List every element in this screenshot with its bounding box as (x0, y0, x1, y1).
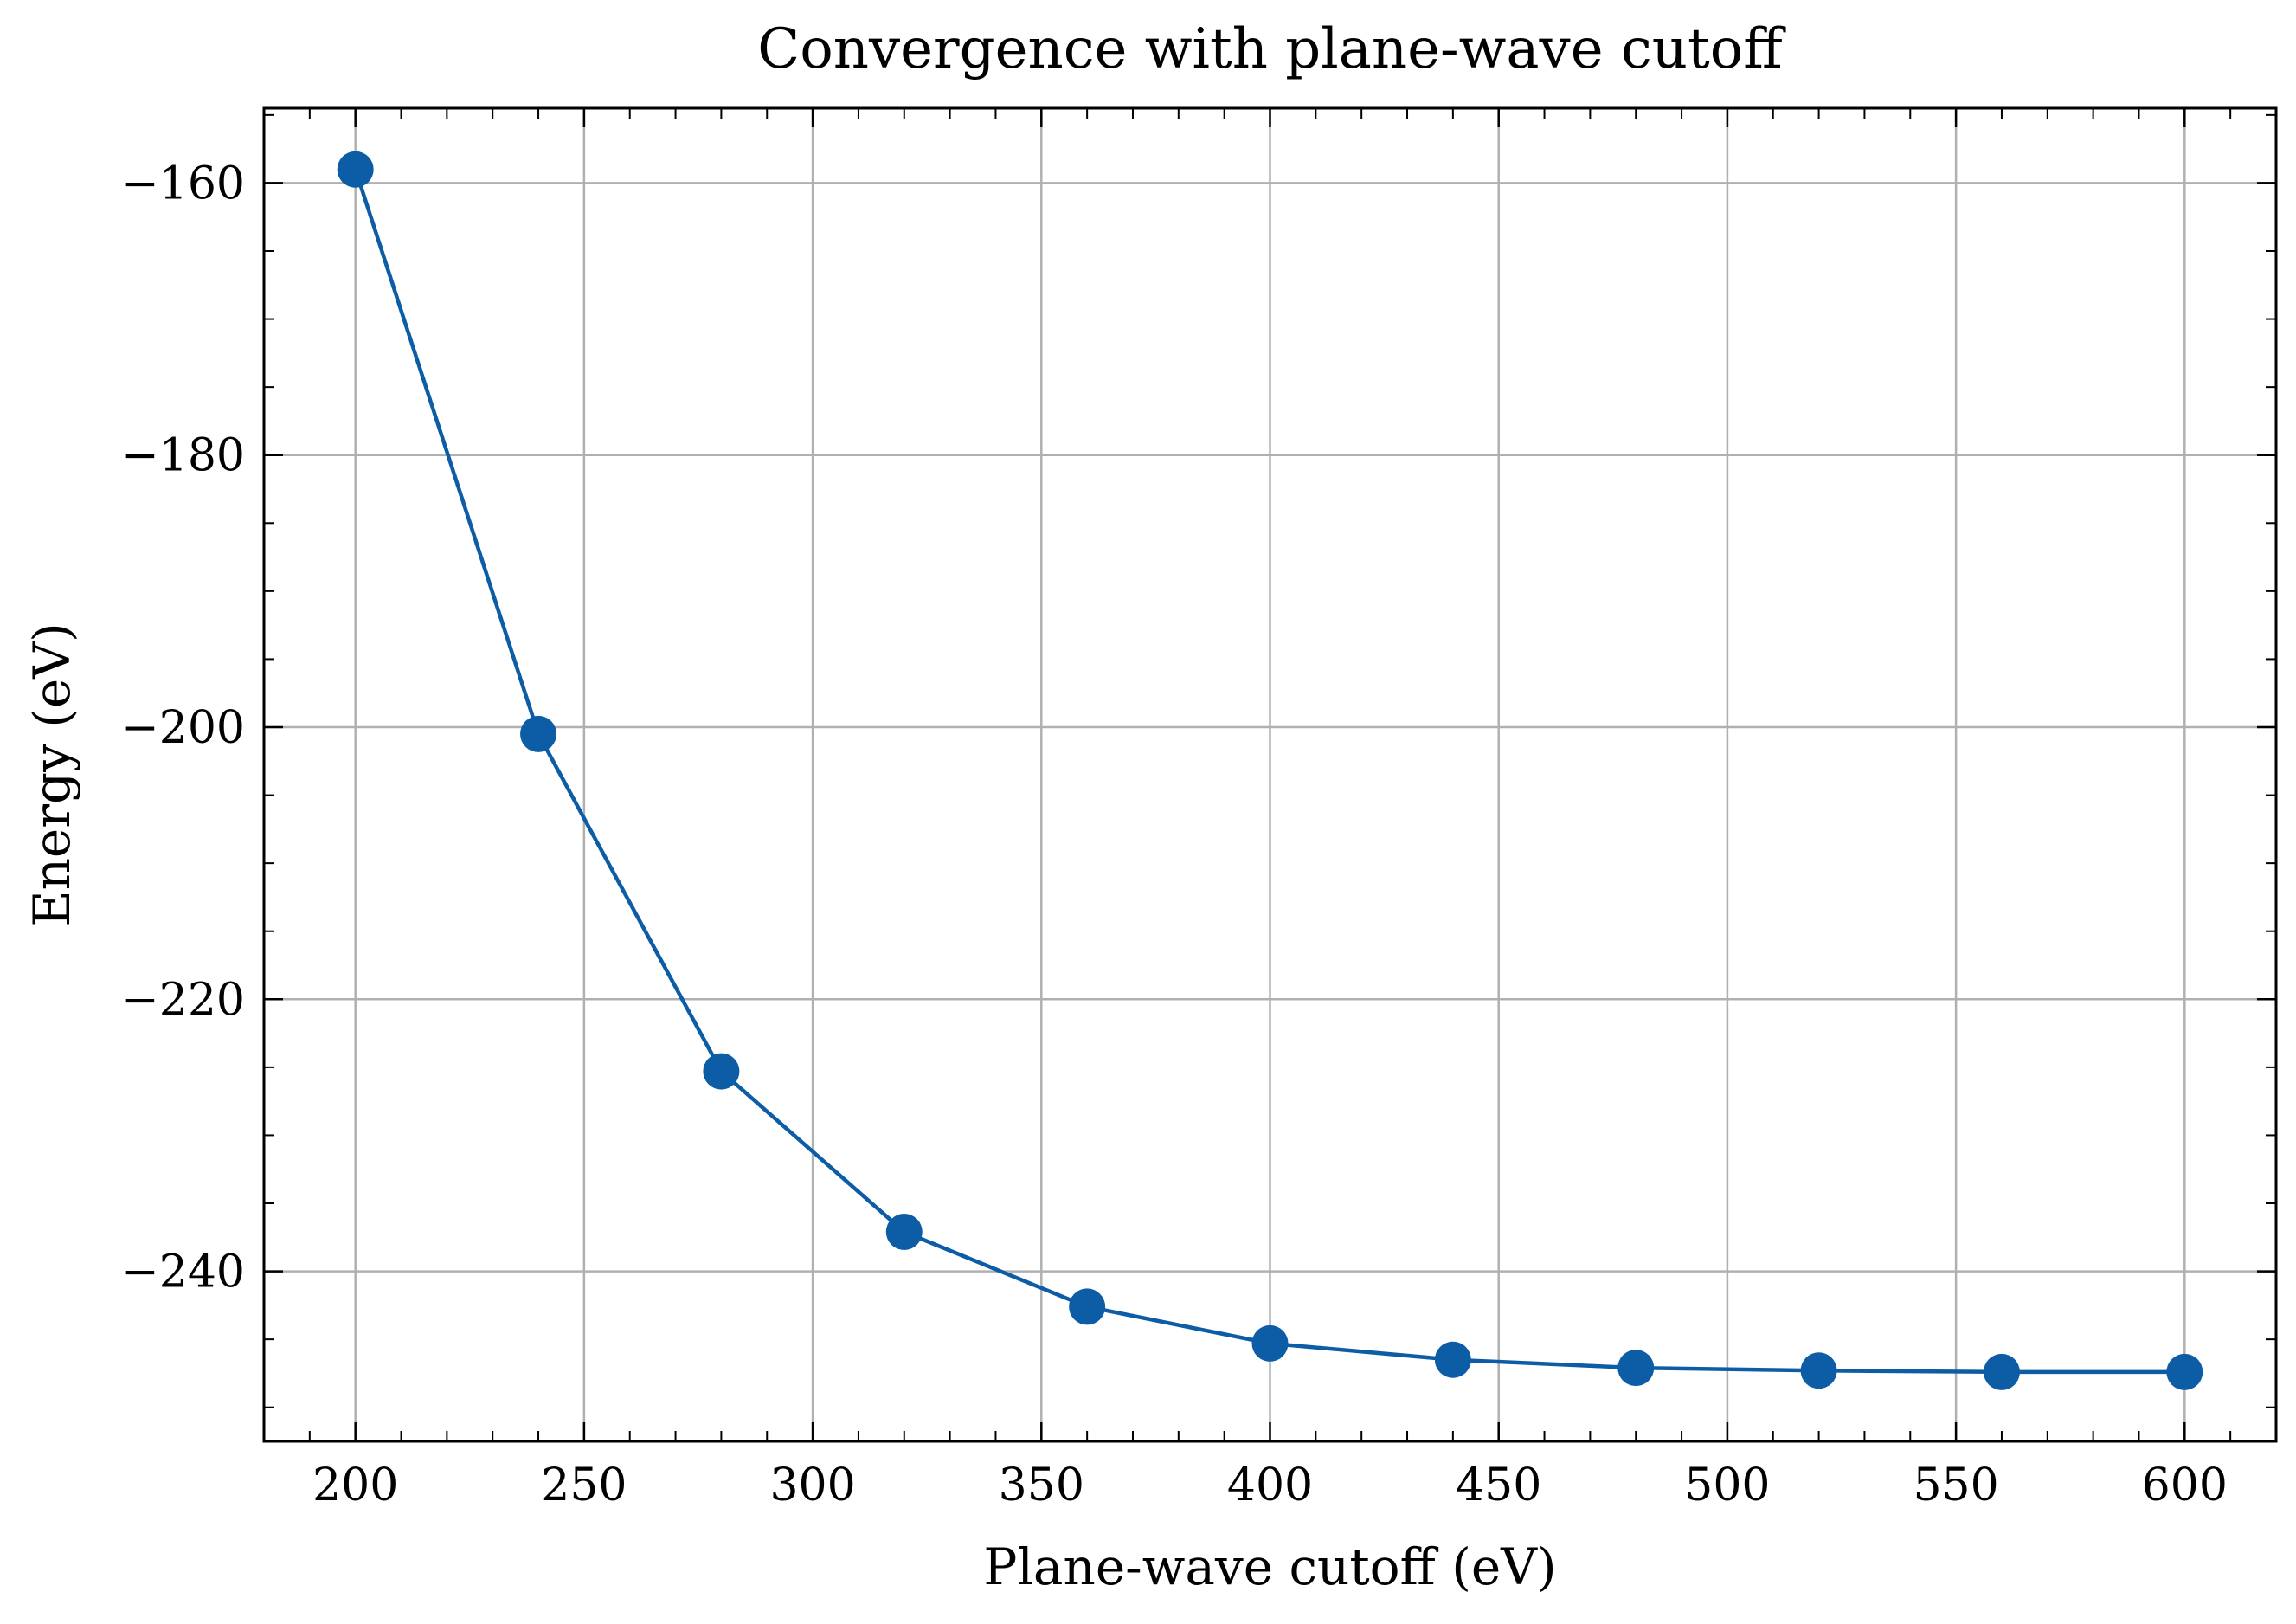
data-point (1434, 1341, 1471, 1378)
x-tick-label: 450 (1456, 1460, 1541, 1511)
data-point (520, 715, 557, 752)
x-tick-label: 600 (2142, 1460, 2228, 1511)
data-point (1617, 1350, 1655, 1387)
x-tick-label: 550 (1913, 1460, 1998, 1511)
grid (264, 108, 2276, 1441)
data-point (1251, 1324, 1289, 1362)
y-tick-label: −160 (121, 158, 245, 209)
data-point (2166, 1353, 2203, 1390)
data-point (337, 151, 374, 188)
y-tick-label: −200 (121, 702, 245, 754)
y-tick-label: −180 (121, 430, 245, 482)
x-tick-label: 500 (1684, 1460, 1770, 1511)
data-point (885, 1214, 923, 1250)
x-tick-label: 400 (1227, 1460, 1313, 1511)
data-point (703, 1053, 740, 1090)
x-tick-label: 200 (312, 1460, 398, 1511)
y-tick-label: −240 (121, 1247, 245, 1299)
x-tick-label: 350 (999, 1460, 1084, 1511)
y-axis-label: Energy (eV) (23, 622, 81, 927)
data-point (1800, 1352, 1837, 1389)
chart-title: Convergence with plane-wave cutoff (757, 17, 1786, 81)
ticks: 200 250 300 350 400 450 500 550 600 −160 −180 −200 −… (121, 108, 2277, 1511)
x-axis-label: Plane-wave cutoff (eV) (983, 1537, 1556, 1596)
data-point (1069, 1288, 1106, 1325)
data-point (1983, 1353, 2020, 1390)
x-tick-label: 250 (541, 1460, 627, 1511)
labels: Convergence with plane-wave cutoff Plane… (23, 17, 1786, 1596)
series-layer (337, 151, 2203, 1390)
y-tick-label: −220 (121, 974, 245, 1026)
x-tick-label: 300 (769, 1460, 855, 1511)
